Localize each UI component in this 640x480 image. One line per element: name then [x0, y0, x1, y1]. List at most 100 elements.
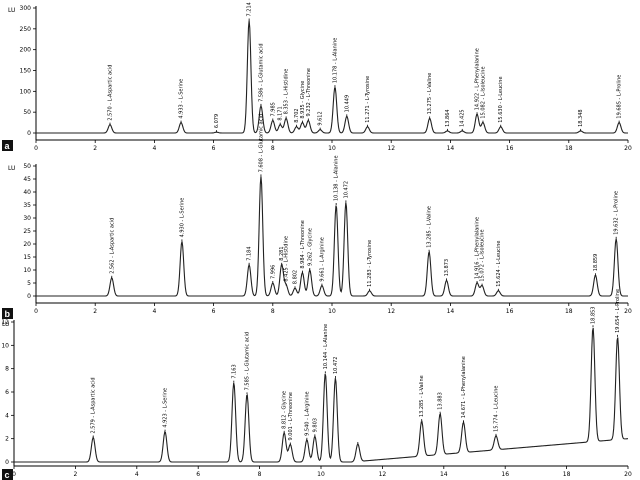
peak-label: 10.472 — [333, 357, 339, 375]
peak-label: 15.082 - L-Isoleucine — [480, 66, 486, 118]
panel-tag-box — [2, 469, 13, 480]
peak-label: 9.661 - L-Arginine — [319, 237, 325, 281]
peak-label: 9.803 — [312, 418, 318, 432]
x-tick-label: 6 — [196, 471, 200, 478]
peak-label: 4.930 - L-Serine — [179, 198, 185, 238]
x-tick-label: 12 — [379, 471, 387, 478]
chromatogram-trace — [36, 176, 628, 297]
peak-label: 9.232 - L-Threonine — [306, 68, 312, 116]
panel-tag-box — [2, 308, 13, 319]
x-tick-label: 4 — [152, 145, 156, 152]
y-tick-label: 0 — [5, 459, 9, 466]
peak-label: 11.283 - L-Tyrosine — [367, 240, 373, 287]
x-tick-label: 2 — [73, 471, 77, 478]
x-tick-label: 20 — [624, 145, 632, 152]
x-tick-label: 12 — [387, 145, 395, 152]
x-tick-label: 10 — [328, 145, 336, 152]
x-tick-label: 4 — [135, 471, 139, 478]
panel-a: LU 300 250 200 150 100 50 0 0 2 4 6 8 10 12 14 16 18 20 2.5… — [2, 2, 632, 152]
x-tick-label: 20 — [624, 471, 632, 478]
y-tick-label: 10 — [23, 267, 31, 274]
y-tick-label: 100 — [20, 88, 32, 95]
peak-label: 8.281 — [279, 246, 285, 260]
peak-label: 10.449 — [344, 95, 350, 113]
x-tick-label: 14 — [447, 145, 455, 152]
y-tick-label: 150 — [20, 68, 32, 75]
peak-label: 18.859 — [593, 254, 599, 272]
peak-label: 2.570 - L-Aspartic acid — [108, 65, 114, 121]
peak-label: 8.425 - L-Histidine — [284, 236, 290, 282]
peak-label: 9.001 - L-Threonine — [288, 392, 294, 440]
peak-label: 8.812 - Glycine — [282, 391, 288, 429]
y-tick-label: 12 — [1, 319, 9, 326]
x-tick-label: 0 — [34, 308, 38, 315]
x-tick-label: 16 — [501, 471, 509, 478]
x-tick-label: 0 — [12, 471, 16, 478]
peak-label: 15.624 - L-Leucine — [496, 240, 502, 286]
peak-label: 13.275 - L-Valine — [427, 73, 433, 115]
peak-label: 18.853 — [591, 307, 597, 325]
peak-label: 7.608 - L-Glutamic acid — [258, 114, 264, 172]
peak-label: 7.996 — [270, 265, 276, 279]
x-tick-label: 2 — [93, 308, 97, 315]
peak-label: 7.214 — [247, 2, 253, 16]
y-tick-label: 50 — [23, 163, 31, 170]
y-tick-label: 20 — [23, 241, 31, 248]
y-unit-label: LU — [8, 165, 15, 172]
y-tick-label: 15 — [23, 254, 31, 261]
peak-label: 6.079 — [214, 114, 220, 128]
peak-label: 19.685 - L-Proline — [617, 75, 623, 119]
peak-label: 14.916 - L-Phenylalanine — [475, 217, 481, 279]
peak-label: 14.425 — [460, 109, 466, 127]
x-tick-label: 6 — [212, 145, 216, 152]
y-tick-label: 35 — [23, 202, 31, 209]
x-tick-label: 16 — [506, 145, 514, 152]
panel-letter: a — [5, 141, 11, 151]
peak-label: 8.802 — [293, 270, 299, 284]
y-tick-label: 300 — [20, 5, 32, 12]
x-tick-label: 8 — [271, 308, 275, 315]
y-tick-label: 6 — [5, 389, 9, 396]
x-tick-label: 6 — [212, 308, 216, 315]
y-tick-label: 2 — [5, 436, 9, 443]
peak-label: 8.353 - L-Histidine — [284, 69, 290, 115]
x-tick-label: 14 — [440, 471, 448, 478]
peak-label: 7.585 - L-Glutamic acid — [245, 332, 251, 390]
peak-label: 8.984 - L-Threonine — [300, 220, 306, 268]
peak-label: 10.138 - L-Alanine — [334, 155, 340, 201]
peak-label: 9.540 - L-Arginine — [304, 391, 310, 435]
peak-label: 15.072 - L-Isoleucine — [480, 229, 486, 281]
peak-label: 9.262 - Glycine — [307, 228, 313, 266]
peak-label: 11.271 - L-Tyrosine — [365, 76, 371, 123]
x-tick-label: 4 — [152, 308, 156, 315]
peak-label: 19.632 - L-Proline — [614, 191, 620, 235]
peak-label: 7.586 - L-Glutamic acid — [258, 43, 264, 101]
y-tick-label: 10 — [1, 342, 9, 349]
y-tick-label: 0 — [27, 293, 31, 300]
x-tick-label: 14 — [447, 308, 455, 315]
peak-label: 7.184 — [247, 246, 253, 260]
peak-label: 14.671 - L-Phenylalanine — [461, 356, 467, 418]
peak-label: 13.864 — [445, 109, 451, 127]
y-tick-label: 5 — [27, 280, 31, 287]
chromatogram-trace — [36, 20, 628, 134]
peak-label: 8.702 — [294, 108, 300, 122]
y-tick-label: 200 — [20, 47, 32, 54]
peak-label: 7.985 — [270, 102, 276, 116]
y-tick-label: 4 — [5, 412, 9, 419]
y-tick-label: 40 — [23, 189, 31, 196]
peak-label: 15.630 - L-Leucine — [498, 76, 504, 122]
peak-label: 4.923 - L-Serine — [163, 388, 169, 428]
y-tick-label: 250 — [20, 26, 32, 33]
panel-letter: c — [5, 470, 10, 480]
x-tick-label: 18 — [563, 471, 571, 478]
peak-label: 10.472 — [343, 181, 349, 199]
x-tick-label: 8 — [258, 471, 262, 478]
peak-label: 10.178 - L-Alanine — [332, 38, 338, 84]
peak-label: 4.933 - L-Serine — [179, 79, 185, 119]
y-tick-label: 0 — [27, 130, 31, 137]
x-tick-label: 16 — [506, 308, 514, 315]
peak-label: 8.935 - Glycine — [300, 81, 306, 119]
peak-label: 2.579 - L-Aspartic acid — [91, 377, 97, 433]
